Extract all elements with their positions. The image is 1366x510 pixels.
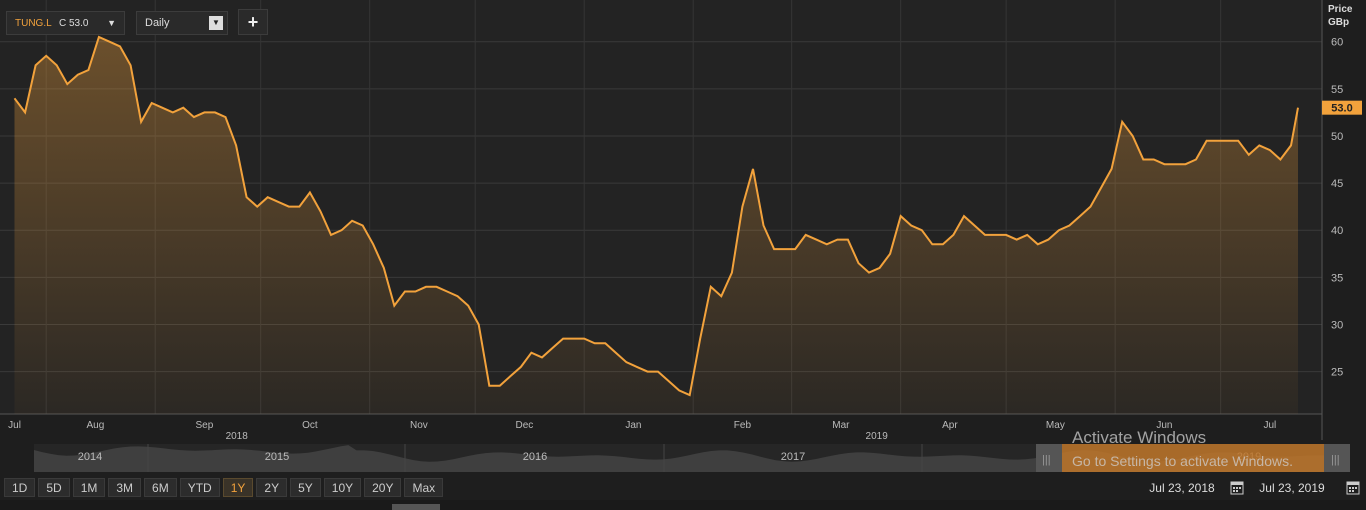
x-year-label: 2019 [866, 431, 889, 442]
navigator-right-handle[interactable] [1324, 444, 1350, 472]
calendar-icon[interactable] [1230, 479, 1244, 495]
x-year-label: 2018 [226, 431, 249, 442]
range-buttons: 1D 5D 1M 3M 6M YTD 1Y 2Y 5Y 10Y 20Y Max [4, 478, 444, 497]
x-tick-label: Feb [734, 420, 752, 431]
range-button-5y[interactable]: 5Y [290, 478, 321, 497]
navigator-selection[interactable] [1036, 444, 1324, 472]
y-tick-label: 60 [1331, 37, 1343, 49]
last-price-badge: 53.0 [1322, 100, 1362, 115]
navigator-year-label: 2014 [78, 451, 102, 463]
date-to-field[interactable]: Jul 23, 2019 [1259, 481, 1325, 495]
y-tick-label: 45 [1331, 178, 1343, 190]
add-series-button[interactable]: + [238, 9, 268, 35]
range-button-5d[interactable]: 5D [38, 478, 70, 497]
navigator-year-label: 2017 [781, 451, 805, 463]
y-tick-label: 40 [1331, 225, 1343, 237]
x-tick-label: Sep [196, 420, 214, 431]
price-line [13, 35, 1299, 397]
bottom-scrollbar[interactable] [0, 500, 1366, 510]
range-button-3m[interactable]: 3M [108, 478, 142, 497]
y-tick-label: 55 [1331, 84, 1343, 96]
x-tick-label: Apr [942, 420, 958, 431]
x-tick-label: Jun [1156, 420, 1172, 431]
chevron-down-icon: ▼ [209, 16, 223, 30]
navigator-year-label: 2015 [265, 451, 289, 463]
scrollbar-thumb[interactable] [392, 504, 440, 510]
y-tick-label: 30 [1331, 319, 1343, 331]
interval-select[interactable]: Daily ▼ [136, 11, 228, 35]
currency-label: GBp [1328, 17, 1349, 28]
x-tick-label: Jul [8, 420, 21, 431]
right-handle-grip-icon: ||| [1331, 454, 1340, 466]
range-button-2y[interactable]: 2Y [256, 478, 288, 497]
y-tick-label: 50 [1331, 131, 1343, 143]
navigator-sparkline [34, 445, 1324, 472]
navigator-year-label: 2016 [523, 451, 547, 463]
price-axis-title: Price [1328, 4, 1353, 15]
x-tick-label: Aug [87, 420, 105, 431]
range-button-20y[interactable]: 20Y [364, 478, 402, 497]
x-tick-label: Oct [302, 420, 318, 431]
interval-label: Daily [145, 17, 170, 29]
calendar-icon[interactable] [1346, 479, 1360, 495]
x-tick-label: May [1046, 420, 1065, 431]
range-button-1d[interactable]: 1D [4, 478, 36, 497]
chevron-down-icon: ▼ [107, 18, 116, 28]
svg-text:53.0: 53.0 [1331, 103, 1352, 115]
y-tick-label: 25 [1331, 367, 1343, 379]
symbol-label: TUNG.L [15, 18, 52, 29]
symbol-selector[interactable]: TUNG.L C 53.0 ▼ [6, 11, 125, 35]
range-button-ytd[interactable]: YTD [179, 478, 220, 497]
close-price-label: C 53.0 [59, 18, 89, 29]
x-tick-label: Mar [832, 420, 850, 431]
x-tick-label: Jan [625, 420, 641, 431]
range-button-max[interactable]: Max [404, 478, 444, 497]
date-from-field[interactable]: Jul 23, 2018 [1149, 481, 1215, 495]
x-tick-label: Jul [1263, 420, 1276, 431]
navigator-left-handle[interactable] [1036, 444, 1062, 472]
x-tick-label: Dec [516, 420, 534, 431]
range-button-6m[interactable]: 6M [144, 478, 177, 497]
range-button-10y[interactable]: 10Y [323, 478, 362, 497]
left-handle-grip-icon: ||| [1042, 454, 1051, 466]
range-button-1m[interactable]: 1M [72, 478, 106, 497]
price-area [14, 37, 1298, 414]
y-tick-label: 35 [1331, 272, 1343, 284]
range-button-1y[interactable]: 1Y [222, 478, 254, 497]
x-tick-label: Nov [410, 420, 428, 431]
